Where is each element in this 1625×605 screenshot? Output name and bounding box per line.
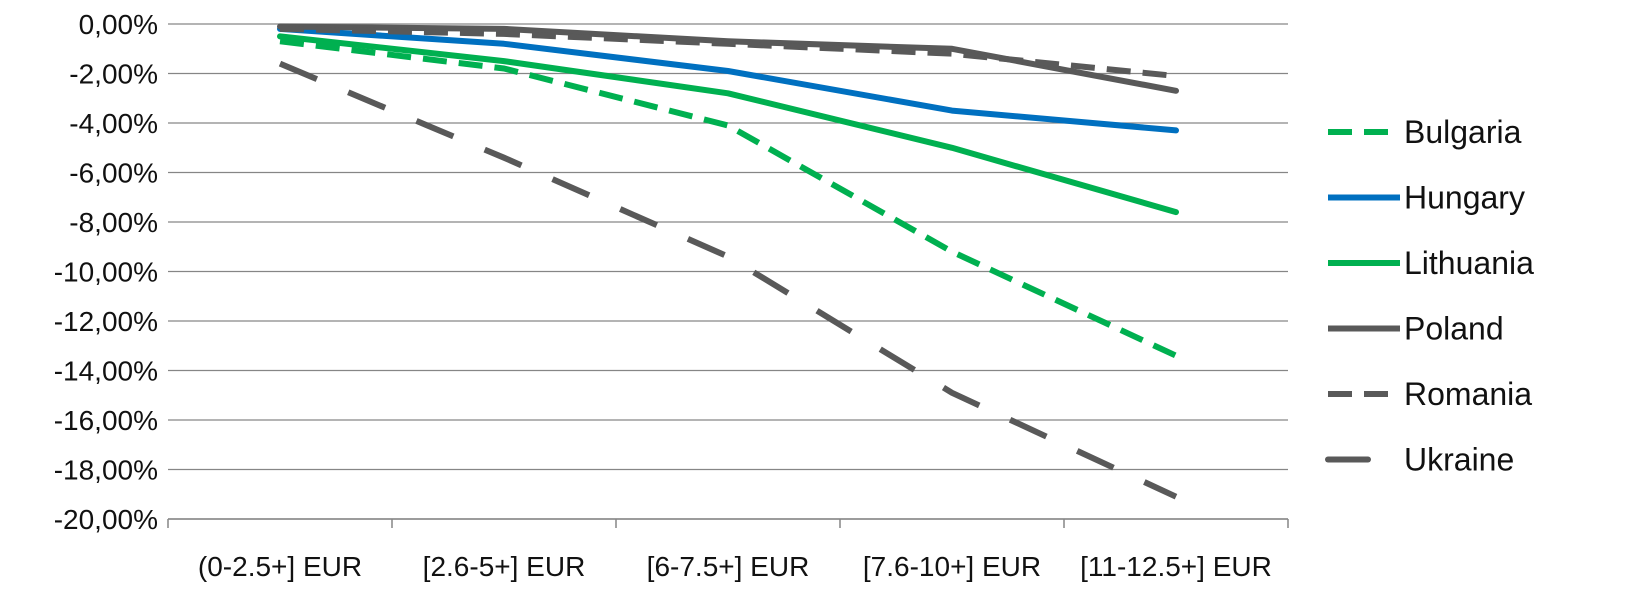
series-line-ukraine xyxy=(278,60,1178,500)
legend-label-poland: Poland xyxy=(1404,311,1504,347)
legend-label-romania: Romania xyxy=(1404,376,1532,412)
series-line-hungary xyxy=(277,25,1179,134)
series-line-bulgaria xyxy=(279,38,1178,359)
y-tick-label: 0,00% xyxy=(79,9,158,40)
x-tick-label: [6-7.5+] EUR xyxy=(647,551,810,582)
y-tick-label: -6,00% xyxy=(69,158,158,189)
y-axis-ticks: 0,00% -2,00% -4,00% -6,00% -8,00% -10,00% -12,… xyxy=(54,9,158,535)
y-tick-label: -2,00% xyxy=(69,59,158,90)
y-tick-label: -14,00% xyxy=(54,356,158,387)
series-line-romania xyxy=(279,25,1177,79)
x-axis xyxy=(167,518,1289,528)
legend: Bulgaria Hungary Lithuania Poland Romania Ukr… xyxy=(1325,114,1534,478)
series-lines xyxy=(277,23,1179,500)
x-tick-label: (0-2.5+] EUR xyxy=(198,551,362,582)
gridlines xyxy=(168,23,1288,520)
x-tick-label: [11-12.5+] EUR xyxy=(1080,551,1272,582)
series-line-lithuania xyxy=(277,33,1179,216)
y-tick-label: -20,00% xyxy=(54,504,158,535)
x-axis-ticks: (0-2.5+] EUR [2.6-5+] EUR [6-7.5+] EUR [7.6… xyxy=(198,551,1272,582)
y-tick-label: -10,00% xyxy=(54,257,158,288)
x-tick-label: [2.6-5+] EUR xyxy=(423,551,586,582)
legend-label-lithuania: Lithuania xyxy=(1404,245,1534,281)
legend-label-bulgaria: Bulgaria xyxy=(1404,114,1522,150)
y-tick-label: -12,00% xyxy=(54,306,158,337)
y-tick-label: -18,00% xyxy=(54,455,158,486)
y-tick-label: -16,00% xyxy=(54,405,158,436)
y-tick-label: -8,00% xyxy=(69,207,158,238)
x-tick-label: [7.6-10+] EUR xyxy=(863,551,1041,582)
legend-label-ukraine: Ukraine xyxy=(1404,442,1514,478)
y-tick-label: -4,00% xyxy=(69,108,158,139)
legend-label-hungary: Hungary xyxy=(1404,180,1525,216)
